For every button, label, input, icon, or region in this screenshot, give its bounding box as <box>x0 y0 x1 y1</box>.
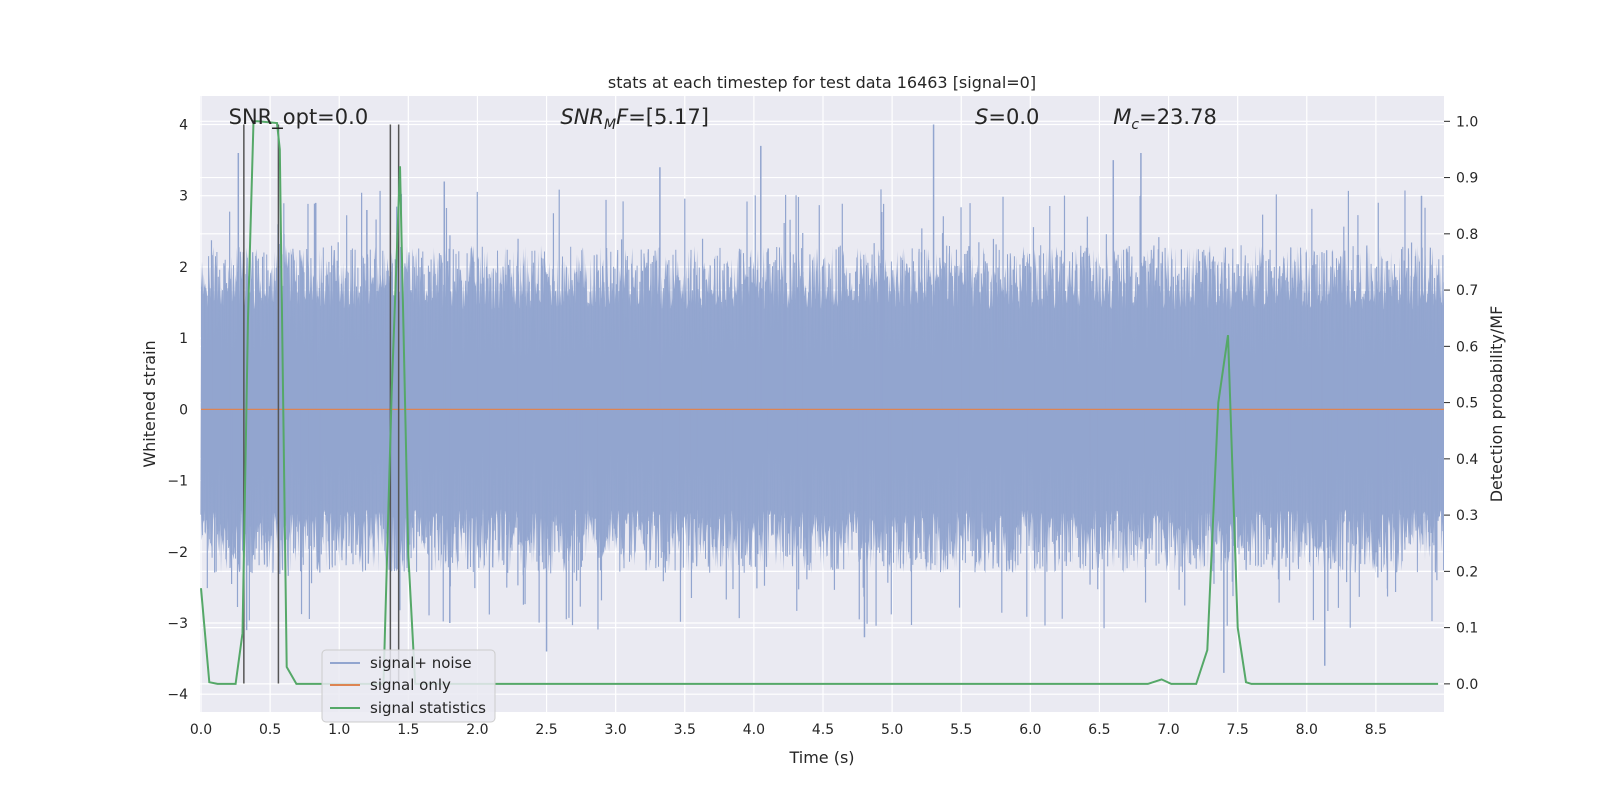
x-axis-label: Time (s) <box>788 748 854 767</box>
x-tick-label: 7.0 <box>1157 722 1179 738</box>
y-tick-label: 1 <box>179 331 188 347</box>
x-tick-label: 4.0 <box>743 722 765 738</box>
x-tick-label: 5.0 <box>881 722 903 738</box>
y-right-tick-label: 0.5 <box>1456 396 1478 412</box>
annotation: SNRMF=[5.17] <box>560 105 709 133</box>
x-tick-label: 2.5 <box>535 722 557 738</box>
y-right-tick-label: 0.8 <box>1456 227 1478 243</box>
y-tick-label: 0 <box>179 402 188 418</box>
annotations: SNR_opt=0.0 SNRMF=[5.17] S=0.0 Mc=23.78 <box>229 105 1217 133</box>
x-tick-label: 6.5 <box>1088 722 1110 738</box>
legend-box <box>321 649 496 723</box>
y-right-tick-label: 0.7 <box>1456 283 1478 299</box>
y-right-tick-label: 0.3 <box>1456 508 1478 524</box>
y-right-tick-label: 0.6 <box>1456 339 1478 355</box>
x-tick-label: 2.0 <box>466 722 488 738</box>
y-axis-label: Whitened strain <box>140 340 159 467</box>
x-tick-label: 7.5 <box>1227 722 1249 738</box>
x-tick-label: 0.5 <box>259 722 281 738</box>
legend-label-signal-only: signal only <box>370 676 451 694</box>
x-tick-label: 1.5 <box>397 722 419 738</box>
legend-label-signal-statistics: signal statistics <box>370 699 486 717</box>
y-right-tick-label: 0.9 <box>1456 171 1478 187</box>
annotation: S=0.0 <box>975 105 1039 129</box>
y-tick-labels: −4 −3 −2 −1 0 1 2 3 4 <box>167 117 188 703</box>
x-tick-labels: 0.0 0.5 1.0 1.5 2.0 2.5 3.0 3.5 4.0 4.5 5.0 5.5 6.0 6… <box>190 722 1387 738</box>
y-right-tick-label: 0.1 <box>1456 621 1478 637</box>
y-right-tick-label: 0.2 <box>1456 564 1478 580</box>
y-right-axis-label: Detection probability/MF <box>1487 306 1506 503</box>
x-tick-label: 6.0 <box>1019 722 1041 738</box>
x-tick-label: 5.5 <box>950 722 972 738</box>
x-tick-label: 8.5 <box>1365 722 1387 738</box>
y-right-tick-label: 1.0 <box>1456 114 1478 130</box>
x-tick-label: 3.0 <box>605 722 627 738</box>
x-tick-label: 1.0 <box>328 722 350 738</box>
series-signal-statistics <box>200 120 1439 685</box>
y-tick-label: 2 <box>179 260 188 276</box>
y-tick-label: 4 <box>179 117 188 133</box>
y-tick-label: 3 <box>179 189 188 205</box>
y-tick-label: −2 <box>167 545 188 561</box>
x-tick-label: 0.0 <box>190 722 212 738</box>
annotation: Mc=23.78 <box>1113 105 1217 133</box>
y-tick-label: −3 <box>167 616 188 632</box>
x-tick-label: 4.5 <box>812 722 834 738</box>
y-tick-label: −1 <box>167 474 188 490</box>
y-right-tick-labels: 0.0 0.1 0.2 0.3 0.4 0.5 0.6 0.7 0.8 0.9 1.0 <box>1444 114 1478 693</box>
legend-label-signal-noise: signal+ noise <box>370 654 472 672</box>
y-tick-label: −4 <box>167 687 188 703</box>
y-right-tick-label: 0.4 <box>1456 452 1478 468</box>
annotation: SNR_opt=0.0 <box>229 105 369 130</box>
legend: signal+ noise signal only signal statist… <box>321 649 496 723</box>
chart-title: stats at each timestep for test data 164… <box>608 73 1036 92</box>
x-tick-label: 3.5 <box>674 722 696 738</box>
x-tick-label: 8.0 <box>1296 722 1318 738</box>
y-right-tick-label: 0.0 <box>1456 677 1478 693</box>
